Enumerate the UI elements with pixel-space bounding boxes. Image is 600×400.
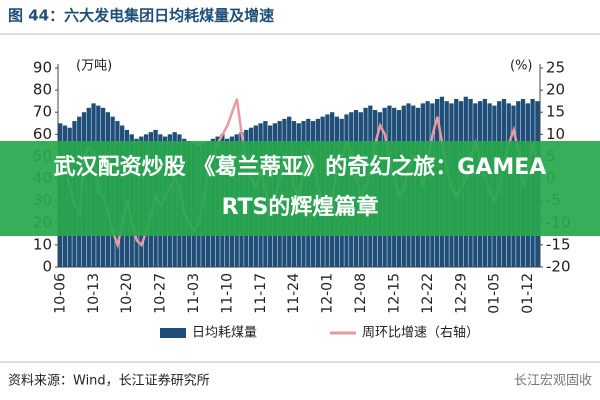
x-tick-label: 11-10 <box>219 273 235 314</box>
x-tick-label: 11-03 <box>186 273 202 314</box>
x-tick-label: 11-24 <box>286 273 302 314</box>
banner-text: RTS的辉煌篇章 <box>222 194 379 220</box>
x-tick-label: 12-15 <box>386 273 402 314</box>
overlay: 武汉配资炒股 《葛兰蒂亚》的奇幻之旅：GAMEA RTS的辉煌篇章 <box>0 141 600 236</box>
y-tick-label: 90 <box>33 59 52 77</box>
x-tick-label: 01-12 <box>520 273 536 314</box>
x-tick-label: 10-27 <box>153 273 169 314</box>
x-tick-label: 11-17 <box>253 273 269 314</box>
y-tick-label: 70 <box>33 103 52 121</box>
x-tick-label: 10-13 <box>86 273 102 314</box>
y2-tick-label: 25 <box>546 59 565 77</box>
y-axis-label: (万吨) <box>76 59 112 74</box>
source: 资料来源：Wind，长江证券研究所 <box>8 373 210 389</box>
chart-title: 图 44：六大发电集团日均耗煤量及增速 <box>8 7 274 25</box>
y-tick-label: 0 <box>42 258 52 276</box>
banner-text: 武汉配资炒股 《葛兰蒂亚》的奇幻之旅：GAMEA <box>54 154 547 180</box>
y-tick-label: 80 <box>33 81 52 99</box>
y2-axis-label: (%) <box>510 59 533 74</box>
banner <box>0 141 600 236</box>
x-tick-label: 12-29 <box>453 273 469 314</box>
watermark: 长江宏观固收 <box>514 374 592 389</box>
y2-tick-label: -15 <box>546 235 571 253</box>
y2-tick-label: 15 <box>546 103 565 121</box>
legend-label: 周环比增速（右轴） <box>362 326 479 341</box>
y2-tick-label: 10 <box>546 125 565 143</box>
x-tick-label: 12-08 <box>353 273 369 314</box>
x-tick-label: 12-22 <box>420 273 436 314</box>
x-tick-label: 10-20 <box>119 273 135 314</box>
y2-tick-label: -20 <box>546 258 571 276</box>
y2-tick-label: 20 <box>546 81 565 99</box>
x-tick-label: 01-05 <box>487 273 503 314</box>
y-tick-label: 10 <box>33 235 52 253</box>
x-tick-label: 12-01 <box>320 273 336 314</box>
legend-swatch <box>160 328 186 338</box>
legend-label: 日均耗煤量 <box>192 326 257 341</box>
x-tick-label: 10-06 <box>52 273 68 314</box>
y-tick-label: 60 <box>33 125 52 143</box>
